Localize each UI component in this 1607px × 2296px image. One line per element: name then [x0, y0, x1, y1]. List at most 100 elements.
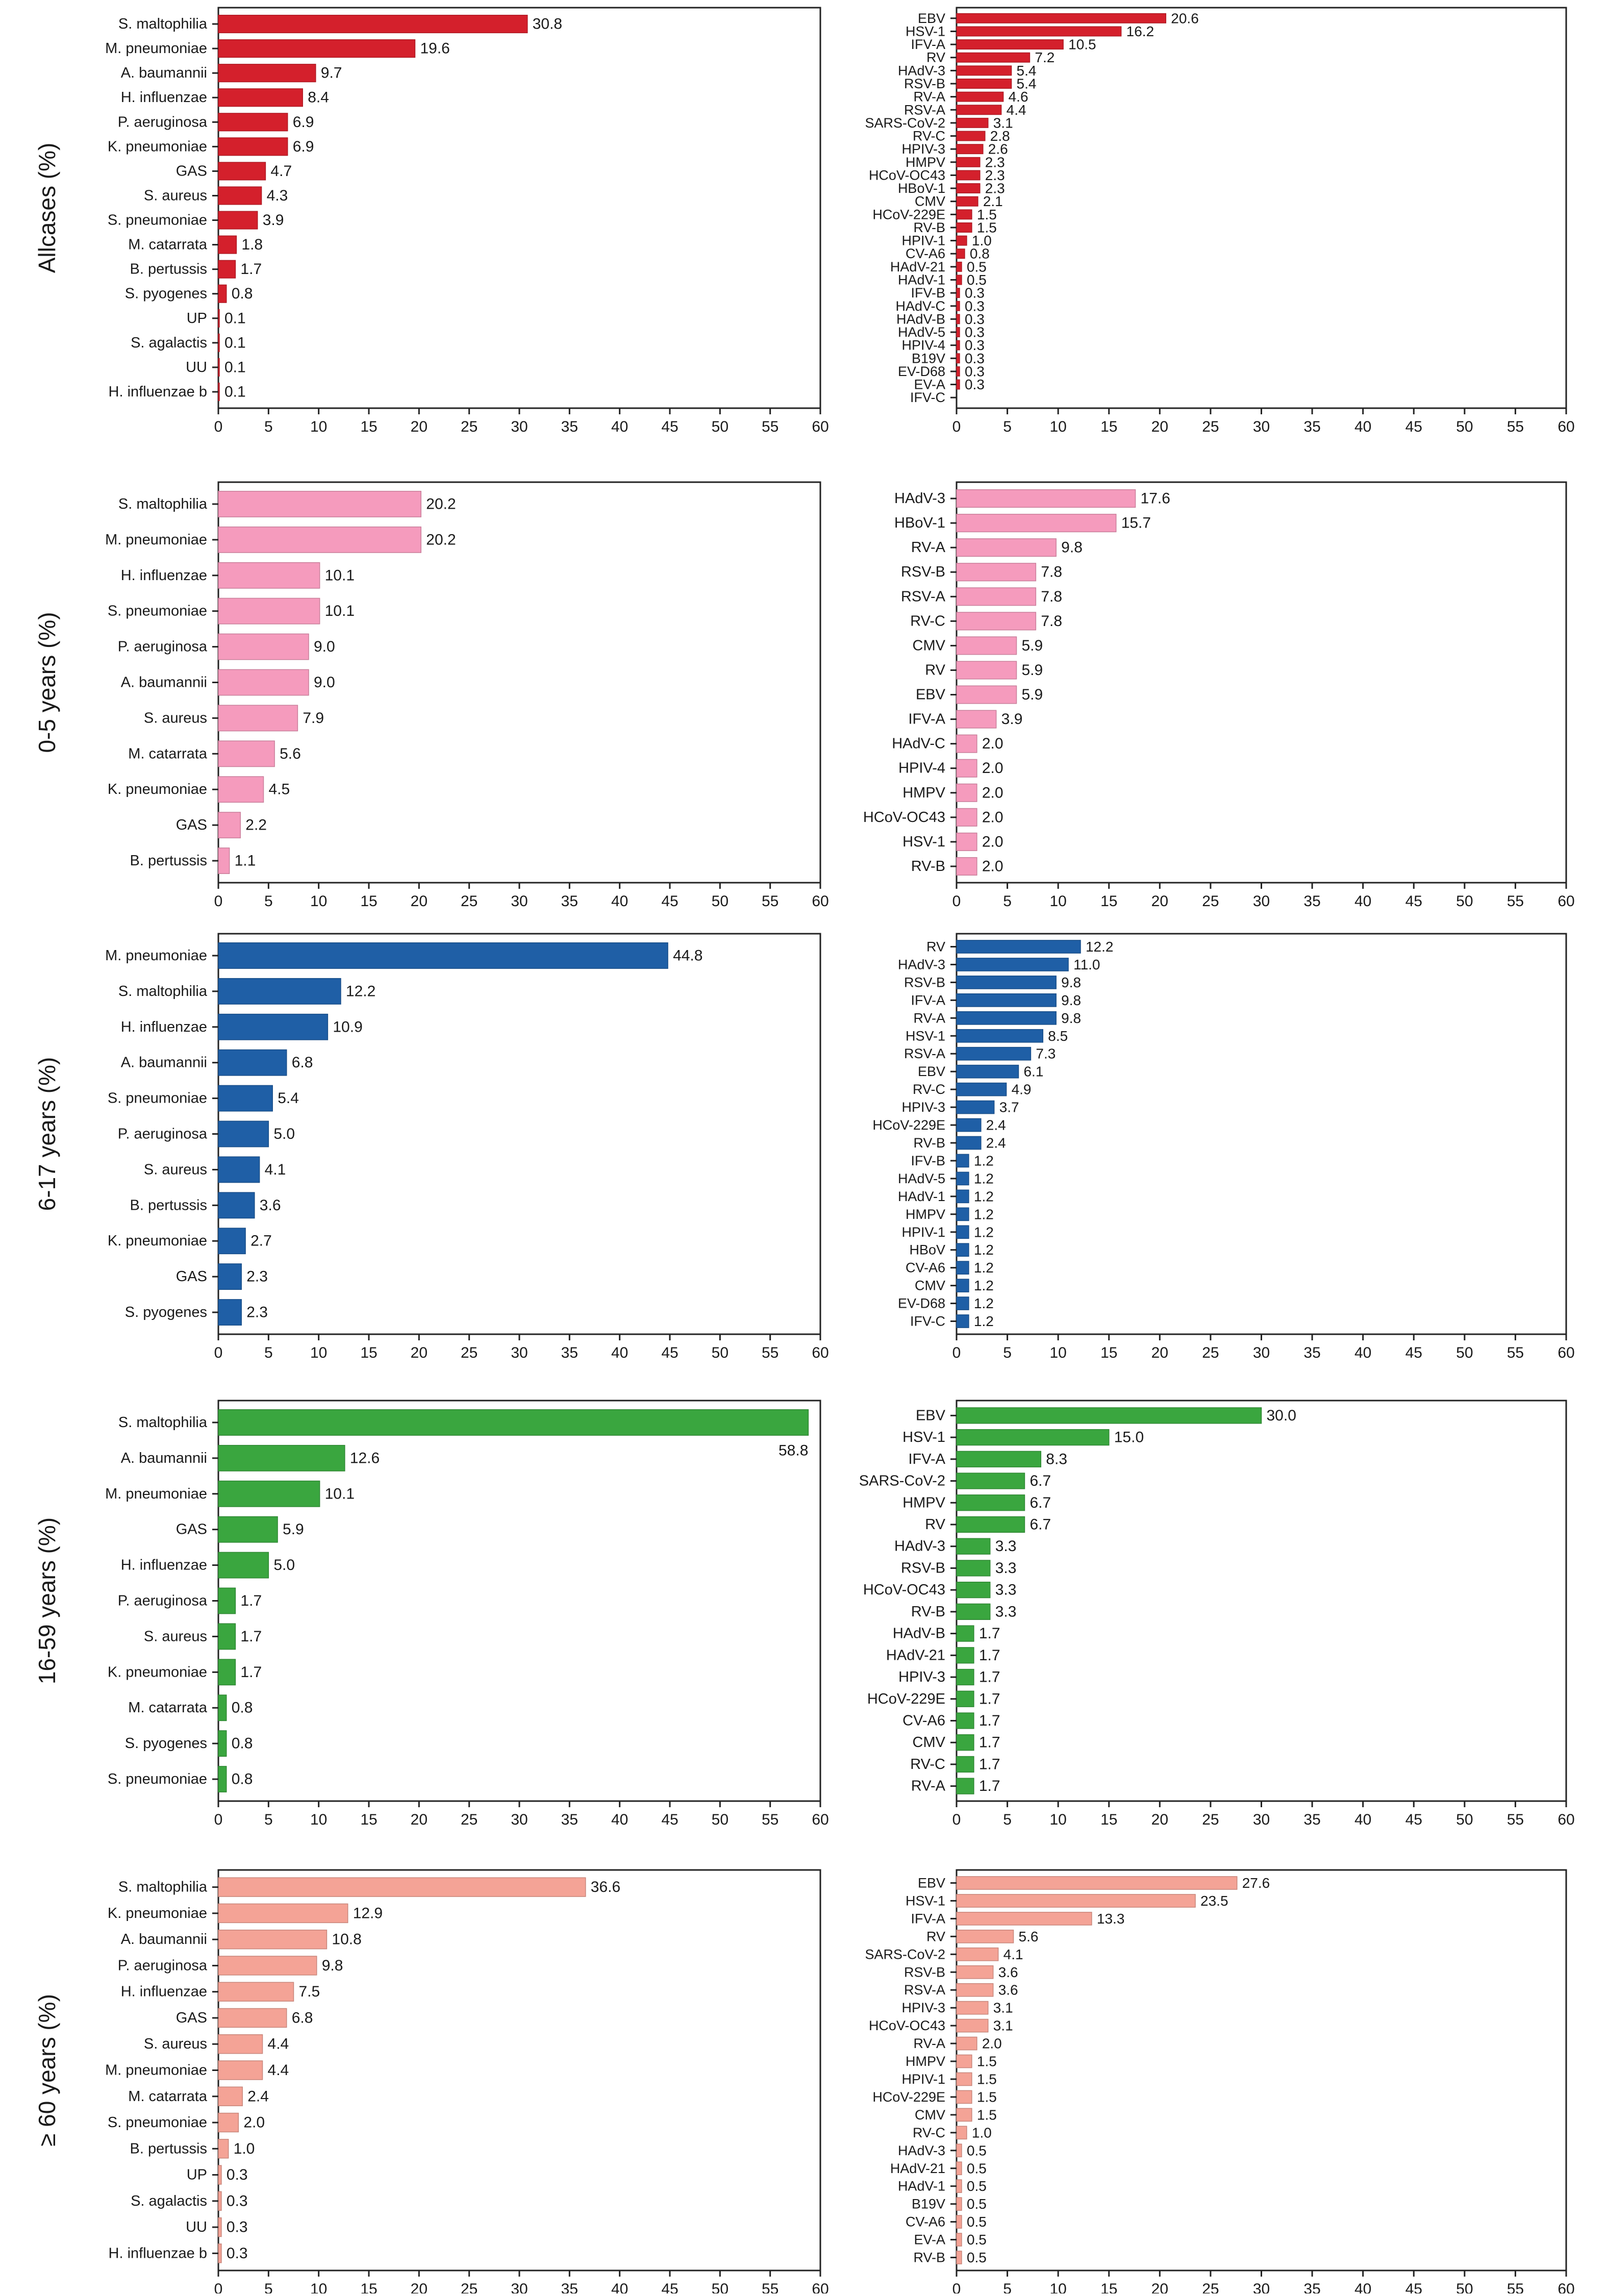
value-label: 0.3: [227, 2192, 248, 2209]
value-label: 19.6: [420, 40, 449, 57]
value-label: 1.0: [972, 233, 992, 248]
x-tick-label: 40: [1354, 893, 1371, 910]
value-label: 2.0: [982, 2036, 1002, 2052]
bar: [218, 1120, 269, 1147]
bar: [956, 222, 972, 233]
category-label: M. catarrata: [128, 745, 208, 762]
bar: [956, 976, 1057, 989]
x-tick-label: 35: [561, 893, 578, 910]
bar: [956, 1451, 1042, 1467]
category-label: HAdV-C: [895, 298, 945, 314]
x-tick-label: 50: [712, 1811, 729, 1828]
bar: [218, 2060, 263, 2080]
x-tick-label: 40: [611, 1344, 628, 1361]
bar: [956, 91, 1004, 102]
bar: [218, 2217, 222, 2237]
x-tick-label: 40: [611, 893, 628, 910]
row-ylabel: ≥ 60 years (%): [34, 1994, 60, 2147]
bar: [218, 669, 309, 696]
category-label: HAdV-3: [894, 1538, 945, 1555]
bar: [956, 1734, 974, 1751]
category-label: HAdV-1: [898, 1189, 945, 1204]
value-label: 0.5: [967, 272, 987, 288]
bar: [956, 1690, 974, 1707]
value-label: 0.5: [967, 2178, 987, 2194]
category-label: RV: [926, 1929, 945, 1944]
value-label: 2.0: [982, 833, 1003, 850]
value-label: 1.1: [235, 853, 256, 869]
bar: [956, 734, 977, 753]
category-label: S. aureus: [144, 710, 207, 726]
bar: [218, 186, 262, 205]
value-label: 0.8: [232, 285, 253, 302]
value-label: 2.0: [982, 784, 1003, 801]
category-label: HAdV-1: [898, 272, 945, 287]
x-tick-label: 45: [661, 893, 678, 910]
bar: [218, 562, 320, 589]
x-tick-label: 50: [712, 893, 729, 910]
x-tick-label: 5: [1003, 2281, 1012, 2293]
bar: [218, 2191, 222, 2211]
value-label: 10.8: [332, 1931, 361, 1948]
value-label: 15.7: [1121, 515, 1151, 532]
category-label: HAdV-21: [890, 2161, 945, 2176]
category-label: GAS: [176, 817, 207, 833]
category-label: HPIV-3: [898, 1669, 945, 1685]
category-label: HBoV-1: [894, 515, 945, 531]
category-label: S. maltophilia: [118, 1414, 208, 1431]
value-label: 3.6: [998, 1982, 1018, 1998]
bar: [956, 1029, 1044, 1043]
category-label: RV: [925, 662, 945, 678]
category-label: RSV-A: [904, 102, 945, 117]
category-label: S. pyogenes: [125, 1735, 207, 1752]
category-label: H. influenzae: [121, 567, 207, 584]
category-label: S. aureus: [144, 187, 207, 204]
value-label: 20.2: [426, 495, 456, 512]
bar: [956, 1064, 1019, 1079]
bar: [956, 940, 1081, 954]
value-label: 20.6: [1171, 10, 1199, 26]
bar: [956, 661, 1017, 680]
x-tick-label: 30: [511, 893, 528, 910]
category-label: M. pneumoniae: [105, 532, 207, 548]
category-label: UP: [187, 2167, 207, 2183]
x-tick-label: 40: [611, 418, 628, 435]
bar: [956, 2054, 972, 2068]
category-label: HAdV-3: [894, 490, 945, 507]
bar: [956, 196, 978, 207]
x-tick-label: 60: [812, 1344, 828, 1361]
x-tick-label: 15: [1100, 1344, 1117, 1361]
value-label: 1.5: [977, 2071, 997, 2087]
value-label: 9.8: [1061, 975, 1081, 990]
x-tick-label: 20: [1151, 418, 1168, 435]
value-label: 0.5: [967, 2250, 987, 2265]
bar: [218, 1659, 236, 1686]
bar: [956, 563, 1037, 582]
category-label: HPIV-4: [901, 338, 945, 353]
value-label: 0.1: [224, 334, 246, 351]
x-tick-label: 50: [712, 2281, 729, 2293]
x-tick-label: 35: [1303, 1344, 1320, 1361]
bar: [956, 340, 960, 351]
category-label: H. influenzae: [121, 89, 207, 106]
category-label: HPIV-1: [901, 2072, 945, 2087]
value-label: 12.6: [350, 1450, 380, 1466]
value-label: 1.7: [979, 1647, 1000, 1664]
bar: [218, 88, 303, 107]
x-tick-label: 35: [561, 2281, 578, 2293]
category-label: CV-A6: [902, 1712, 945, 1729]
value-label: 1.2: [974, 1313, 994, 1329]
bar: [218, 235, 237, 254]
bar: [956, 261, 962, 272]
bar: [956, 783, 977, 802]
value-label: 2.3: [985, 167, 1005, 183]
value-label: 2.0: [243, 2114, 265, 2131]
category-label: S. maltophilia: [118, 1879, 208, 1895]
x-tick-label: 60: [1558, 1811, 1574, 1828]
value-label: 15.0: [1114, 1429, 1144, 1446]
bar: [218, 705, 298, 732]
bar: [956, 2126, 967, 2140]
x-tick-label: 20: [411, 418, 428, 435]
category-label: HSV-1: [906, 23, 945, 39]
category-label: IFV-C: [910, 390, 945, 405]
